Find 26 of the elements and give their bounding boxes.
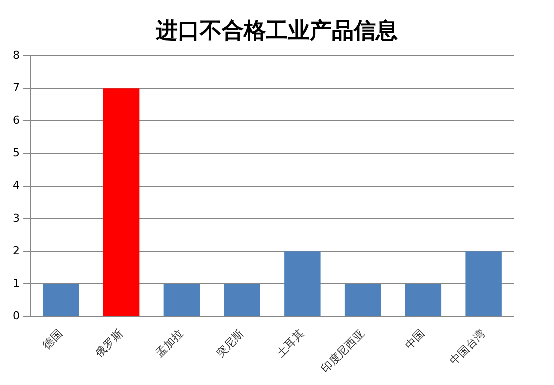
x-tick-label: 德国 bbox=[40, 327, 66, 352]
x-tick-label: 印度尼西亚 bbox=[319, 327, 368, 376]
bar bbox=[224, 284, 260, 316]
x-tick-label: 俄罗斯 bbox=[93, 327, 126, 360]
y-tick-label: 0 bbox=[13, 310, 20, 323]
x-tick-label: 孟加拉 bbox=[154, 327, 186, 360]
bar bbox=[466, 252, 502, 316]
y-tick-label: 6 bbox=[13, 114, 20, 128]
bar bbox=[405, 284, 442, 316]
bar bbox=[344, 284, 382, 316]
x-tick-label: 中国台湾 bbox=[448, 327, 488, 368]
x-tick-label: 中国 bbox=[402, 327, 428, 352]
y-tick-label: 1 bbox=[13, 277, 20, 290]
bar bbox=[284, 252, 321, 316]
x-tick-label: 突尼斯 bbox=[214, 327, 246, 360]
y-tick-label: 3 bbox=[13, 212, 20, 225]
y-tick-label: 5 bbox=[13, 146, 20, 160]
bar bbox=[103, 88, 140, 316]
y-tick-label: 8 bbox=[13, 48, 20, 62]
bar bbox=[43, 284, 80, 316]
y-tick-label: 7 bbox=[13, 81, 20, 94]
y-tick-label: 2 bbox=[13, 244, 20, 258]
bar bbox=[164, 284, 200, 316]
x-tick-label: 土耳其 bbox=[274, 327, 307, 360]
chart-title: 进口不合格工业产品信息 bbox=[154, 17, 399, 46]
y-tick-label: 4 bbox=[13, 179, 20, 192]
